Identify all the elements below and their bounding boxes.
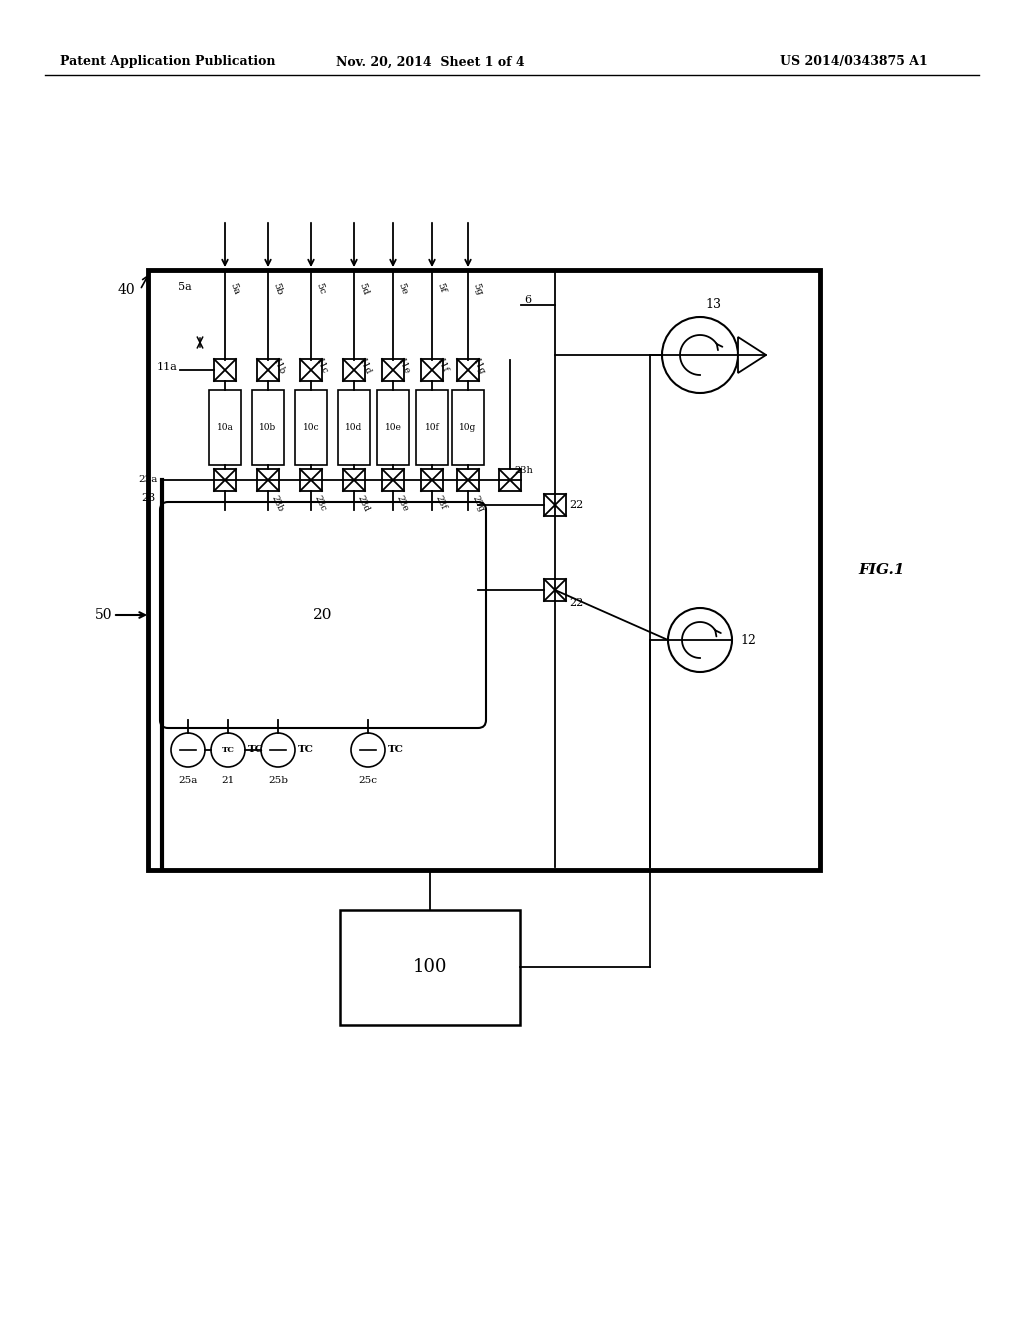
Circle shape (351, 733, 385, 767)
Bar (544, 494, 566, 516)
Text: 11e: 11e (396, 356, 412, 376)
Text: 10b: 10b (259, 422, 276, 432)
Text: 5f: 5f (435, 282, 446, 294)
Text: 25c: 25c (358, 776, 378, 785)
Text: 23a: 23a (138, 475, 158, 484)
Text: 10f: 10f (425, 422, 439, 432)
Bar (421, 359, 443, 381)
Bar (148, 271, 820, 870)
Circle shape (662, 317, 738, 393)
Bar (214, 359, 236, 381)
Text: 5b: 5b (271, 282, 284, 297)
Bar (416, 389, 449, 465)
Text: 10d: 10d (345, 422, 362, 432)
Circle shape (261, 733, 295, 767)
Polygon shape (738, 337, 766, 374)
Text: 5g: 5g (471, 282, 483, 297)
Text: 23d: 23d (356, 494, 372, 513)
Text: 21: 21 (221, 776, 234, 785)
Text: FIG.1: FIG.1 (858, 564, 904, 577)
Circle shape (211, 733, 245, 767)
Text: 6: 6 (524, 294, 531, 305)
Text: 25a: 25a (178, 776, 198, 785)
Text: 5d: 5d (357, 282, 370, 297)
Text: 23: 23 (140, 492, 155, 503)
Bar (343, 469, 365, 491)
Text: 11b: 11b (271, 356, 287, 376)
Text: 10g: 10g (460, 422, 476, 432)
Text: 20: 20 (313, 609, 333, 622)
Text: US 2014/0343875 A1: US 2014/0343875 A1 (780, 55, 928, 69)
Bar (377, 389, 409, 465)
Text: 11f: 11f (435, 356, 450, 374)
Text: 23h: 23h (514, 466, 532, 475)
Bar (295, 389, 327, 465)
Text: Patent Application Publication: Patent Application Publication (60, 55, 275, 69)
Text: 23c: 23c (313, 494, 328, 512)
Text: 22: 22 (569, 500, 584, 510)
FancyBboxPatch shape (160, 502, 486, 729)
Text: 10a: 10a (216, 422, 233, 432)
Bar (382, 469, 404, 491)
Text: 23g: 23g (470, 494, 485, 513)
Text: 23e: 23e (395, 494, 411, 513)
Text: 22: 22 (569, 598, 584, 609)
Text: 23f: 23f (434, 494, 449, 511)
Text: 12: 12 (740, 634, 756, 647)
Bar (214, 469, 236, 491)
Bar (544, 579, 566, 601)
Bar (340, 909, 520, 1026)
Bar (300, 359, 322, 381)
Text: 5a: 5a (228, 282, 241, 296)
Bar (343, 359, 365, 381)
Text: 11c: 11c (314, 356, 329, 376)
Bar (499, 469, 521, 491)
Bar (382, 359, 404, 381)
Text: TC: TC (388, 746, 403, 755)
Bar (257, 359, 279, 381)
Circle shape (668, 609, 732, 672)
Bar (452, 389, 484, 465)
Text: 10e: 10e (385, 422, 401, 432)
Text: 11a: 11a (157, 362, 178, 372)
Text: 40: 40 (118, 282, 135, 297)
Text: TC: TC (248, 746, 264, 755)
Text: 50: 50 (94, 609, 112, 622)
Text: 5c: 5c (314, 282, 327, 296)
Bar (457, 469, 479, 491)
Text: 10c: 10c (303, 422, 319, 432)
Bar (300, 469, 322, 491)
Text: 100: 100 (413, 958, 447, 975)
Text: Nov. 20, 2014  Sheet 1 of 4: Nov. 20, 2014 Sheet 1 of 4 (336, 55, 524, 69)
Text: 5e: 5e (396, 282, 409, 296)
Bar (338, 389, 370, 465)
Text: 23b: 23b (270, 494, 286, 513)
Text: TC: TC (221, 746, 234, 754)
Bar (209, 389, 241, 465)
Text: 5a: 5a (178, 282, 193, 292)
Text: 11g: 11g (471, 356, 486, 376)
Text: 25b: 25b (268, 776, 288, 785)
Text: 11d: 11d (357, 356, 373, 376)
Circle shape (171, 733, 205, 767)
Bar (421, 469, 443, 491)
Text: TC: TC (298, 746, 314, 755)
Text: 13: 13 (705, 298, 721, 312)
Bar (252, 389, 284, 465)
Bar (457, 359, 479, 381)
Bar (257, 469, 279, 491)
